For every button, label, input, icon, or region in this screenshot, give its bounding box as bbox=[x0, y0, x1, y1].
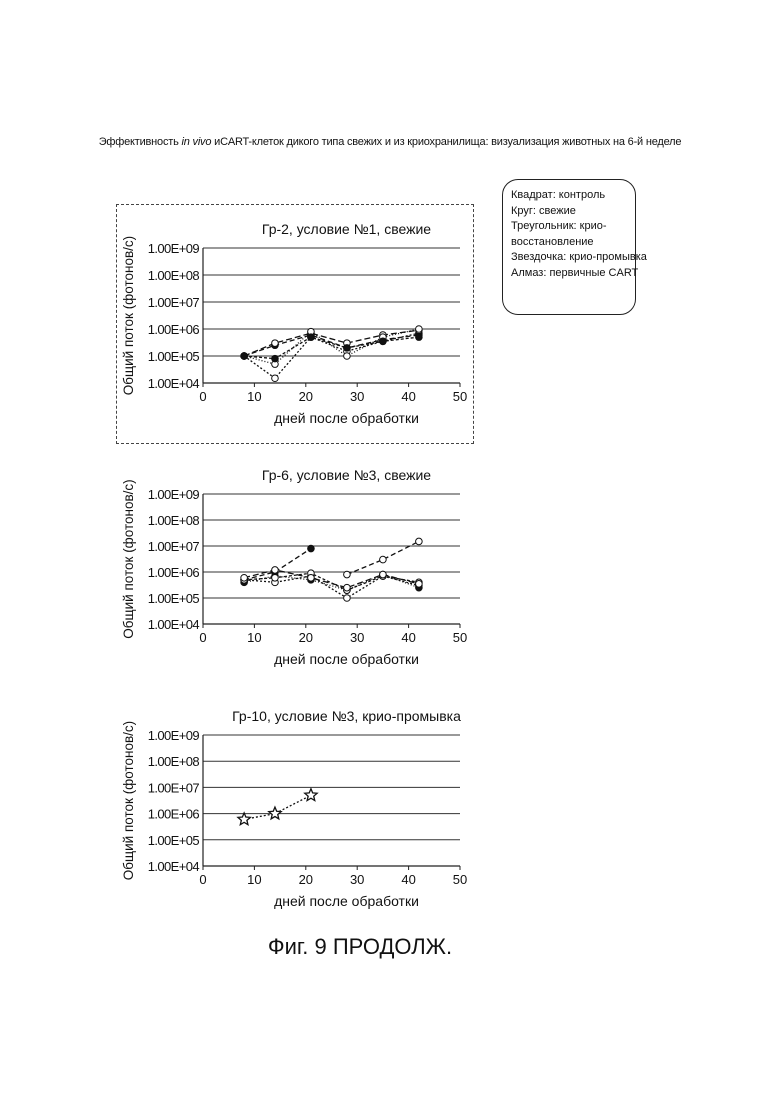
y-tick-label: 1.00E+08 bbox=[148, 513, 200, 528]
y-tick-label: 1.00E+09 bbox=[148, 487, 200, 502]
x-tick-label: 10 bbox=[247, 630, 261, 645]
x-tick-label: 40 bbox=[401, 389, 415, 404]
data-point bbox=[380, 571, 387, 578]
series-line bbox=[244, 576, 419, 598]
y-axis-label: Общий поток (фотонов/с) bbox=[121, 236, 136, 395]
legend-line: Круг: свежие bbox=[511, 204, 627, 220]
chart-gr2: Гр-2, условие №1, свежие 1.00E+04 1.00E+05… bbox=[0, 200, 500, 440]
data-point bbox=[416, 538, 423, 545]
data-point bbox=[272, 375, 279, 382]
figure-title-suffix: иCART-клеток дикого типа свежих и из кри… bbox=[211, 136, 681, 148]
data-point bbox=[272, 355, 279, 362]
data-point bbox=[344, 584, 351, 591]
x-tick-label: 10 bbox=[247, 389, 261, 404]
data-point-star bbox=[305, 789, 317, 801]
figure-caption: Фиг. 9 ПРОДОЛЖ. bbox=[0, 934, 720, 960]
x-tick-label: 40 bbox=[401, 872, 415, 887]
x-tick-label: 10 bbox=[247, 872, 261, 887]
series-line bbox=[244, 337, 419, 359]
data-point bbox=[416, 581, 423, 588]
chart-title: Гр-6, условие №3, свежие bbox=[262, 467, 431, 483]
y-tick-label: 1.00E+05 bbox=[148, 591, 200, 606]
y-tick-label: 1.00E+09 bbox=[148, 728, 200, 743]
chart-title: Гр-10, условие №3, крио-промывка bbox=[232, 708, 461, 724]
y-tick-label: 1.00E+07 bbox=[148, 539, 200, 554]
data-point bbox=[241, 574, 248, 581]
x-tick-label: 20 bbox=[299, 389, 313, 404]
y-tick-label: 1.00E+08 bbox=[148, 754, 200, 769]
legend-line: Квадрат: контроль bbox=[511, 188, 627, 204]
y-tick-label: 1.00E+06 bbox=[148, 807, 200, 822]
y-tick-label: 1.00E+07 bbox=[148, 295, 200, 310]
y-tick-label: 1.00E+06 bbox=[148, 565, 200, 580]
x-tick-label: 30 bbox=[350, 389, 364, 404]
legend-line: Звездочка: крио-промывка bbox=[511, 250, 627, 266]
series-line bbox=[244, 330, 419, 356]
y-tick-label: 1.00E+09 bbox=[148, 241, 200, 256]
data-point bbox=[272, 340, 279, 347]
x-tick-label: 30 bbox=[350, 630, 364, 645]
x-tick-label: 0 bbox=[199, 389, 206, 404]
y-tick-label: 1.00E+04 bbox=[148, 617, 200, 632]
legend-line: восстановление bbox=[511, 235, 627, 251]
x-tick-label: 40 bbox=[401, 630, 415, 645]
y-axis-label: Общий поток (фотонов/с) bbox=[121, 479, 136, 638]
data-point bbox=[308, 334, 315, 341]
y-tick-label: 1.00E+05 bbox=[148, 349, 200, 364]
y-tick-label: 1.00E+05 bbox=[148, 833, 200, 848]
y-tick-label: 1.00E+07 bbox=[148, 780, 200, 795]
data-point bbox=[416, 326, 423, 333]
chart-gr6: Гр-6, условие №3, свежие 1.00E+04 1.00E+05… bbox=[0, 450, 500, 690]
data-point bbox=[416, 334, 423, 341]
y-tick-label: 1.00E+04 bbox=[148, 859, 200, 874]
x-axis-label: дней после обработки bbox=[274, 410, 419, 426]
chart-title: Гр-2, условие №1, свежие bbox=[262, 221, 431, 237]
data-point bbox=[272, 567, 279, 574]
figure-title-prefix: Эффективность bbox=[99, 136, 182, 148]
legend-line: Треугольник: крио- bbox=[511, 219, 627, 235]
x-tick-label: 20 bbox=[299, 630, 313, 645]
data-point bbox=[344, 345, 351, 352]
data-point bbox=[380, 556, 387, 563]
x-axis-label: дней после обработки bbox=[274, 893, 419, 909]
legend-box: Квадрат: контроль Круг: свежие Треугольн… bbox=[502, 179, 636, 315]
series-line bbox=[244, 573, 419, 590]
data-point-star bbox=[269, 807, 281, 819]
y-tick-label: 1.00E+06 bbox=[148, 322, 200, 337]
x-axis-label: дней после обработки bbox=[274, 651, 419, 667]
data-point-star bbox=[238, 813, 250, 825]
figure-title: Эффективность in vivo иCART-клеток диког… bbox=[0, 136, 780, 148]
data-point bbox=[344, 571, 351, 578]
data-point bbox=[308, 545, 315, 552]
data-point bbox=[272, 574, 279, 581]
legend-line: Алмаз: первичные CART bbox=[511, 266, 627, 282]
data-point bbox=[344, 353, 351, 360]
y-axis-label: Общий поток (фотонов/с) bbox=[121, 721, 136, 880]
x-tick-label: 30 bbox=[350, 872, 364, 887]
data-point bbox=[308, 574, 315, 581]
data-point bbox=[241, 353, 248, 360]
x-tick-label: 50 bbox=[453, 872, 467, 887]
y-tick-label: 1.00E+08 bbox=[148, 268, 200, 283]
x-tick-label: 20 bbox=[299, 872, 313, 887]
x-tick-label: 50 bbox=[453, 389, 467, 404]
x-tick-label: 50 bbox=[453, 630, 467, 645]
figure-title-italic: in vivo bbox=[182, 136, 212, 148]
x-tick-label: 0 bbox=[199, 872, 206, 887]
data-point bbox=[344, 595, 351, 602]
y-tick-label: 1.00E+04 bbox=[148, 376, 200, 391]
x-tick-label: 0 bbox=[199, 630, 206, 645]
chart-gr10: Гр-10, условие №3, крио-промывка 1.00E+04… bbox=[0, 690, 500, 930]
data-point bbox=[380, 338, 387, 345]
